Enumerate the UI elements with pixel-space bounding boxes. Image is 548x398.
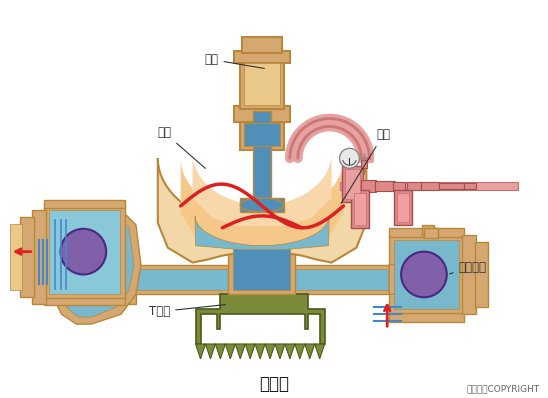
Polygon shape bbox=[121, 269, 425, 291]
Polygon shape bbox=[394, 255, 414, 265]
Bar bbox=[464, 183, 476, 189]
Text: 气缸: 气缸 bbox=[204, 53, 264, 68]
Bar bbox=[341, 166, 363, 202]
Bar bbox=[439, 183, 464, 189]
Polygon shape bbox=[56, 215, 134, 317]
Bar bbox=[351, 190, 369, 228]
Polygon shape bbox=[195, 216, 329, 250]
Polygon shape bbox=[196, 295, 324, 344]
Bar bbox=[340, 182, 518, 190]
Bar bbox=[389, 228, 464, 237]
Text: 隔膜: 隔膜 bbox=[341, 129, 390, 204]
Bar bbox=[389, 313, 464, 322]
Bar bbox=[49, 210, 120, 295]
Bar bbox=[393, 182, 405, 190]
Bar bbox=[20, 217, 33, 297]
Bar bbox=[422, 225, 434, 235]
Polygon shape bbox=[49, 210, 141, 324]
Bar bbox=[235, 51, 290, 63]
Text: 东方仿真COPYRIGHT: 东方仿真COPYRIGHT bbox=[467, 384, 540, 393]
Bar bbox=[375, 181, 395, 191]
Bar bbox=[389, 235, 464, 314]
Circle shape bbox=[60, 229, 106, 275]
Text: T型管: T型管 bbox=[149, 304, 226, 318]
Bar bbox=[10, 224, 22, 291]
Bar bbox=[361, 180, 376, 192]
Bar bbox=[424, 228, 438, 238]
Bar bbox=[421, 182, 439, 190]
Polygon shape bbox=[116, 295, 136, 304]
Bar bbox=[461, 235, 476, 314]
Text: 隔膜泵: 隔膜泵 bbox=[259, 375, 289, 393]
Bar bbox=[44, 298, 125, 305]
Polygon shape bbox=[181, 158, 344, 246]
Polygon shape bbox=[116, 255, 136, 265]
Polygon shape bbox=[116, 265, 429, 295]
Bar bbox=[475, 242, 488, 307]
Circle shape bbox=[340, 148, 359, 168]
Bar bbox=[397, 193, 409, 222]
Polygon shape bbox=[192, 153, 332, 226]
Polygon shape bbox=[196, 344, 324, 359]
Bar bbox=[44, 205, 125, 299]
Bar bbox=[240, 59, 284, 109]
Bar bbox=[244, 123, 280, 146]
Circle shape bbox=[401, 252, 447, 297]
Bar bbox=[355, 193, 367, 225]
Bar bbox=[240, 119, 284, 150]
Bar bbox=[394, 190, 412, 225]
Bar bbox=[235, 105, 290, 121]
Bar bbox=[345, 169, 361, 199]
Bar bbox=[32, 210, 45, 304]
Text: 泵体: 泵体 bbox=[158, 127, 206, 168]
Polygon shape bbox=[394, 295, 414, 304]
Polygon shape bbox=[389, 265, 434, 295]
Text: 单向球阀: 单向球阀 bbox=[449, 261, 487, 275]
Bar bbox=[244, 63, 280, 105]
Bar bbox=[361, 160, 367, 168]
Bar bbox=[407, 182, 421, 190]
Bar bbox=[253, 111, 271, 198]
Bar bbox=[394, 240, 459, 309]
Ellipse shape bbox=[240, 198, 284, 212]
Polygon shape bbox=[233, 244, 290, 291]
Bar bbox=[240, 198, 284, 212]
Bar bbox=[44, 200, 125, 208]
Bar bbox=[242, 37, 282, 53]
Polygon shape bbox=[229, 240, 295, 295]
Polygon shape bbox=[158, 158, 367, 263]
